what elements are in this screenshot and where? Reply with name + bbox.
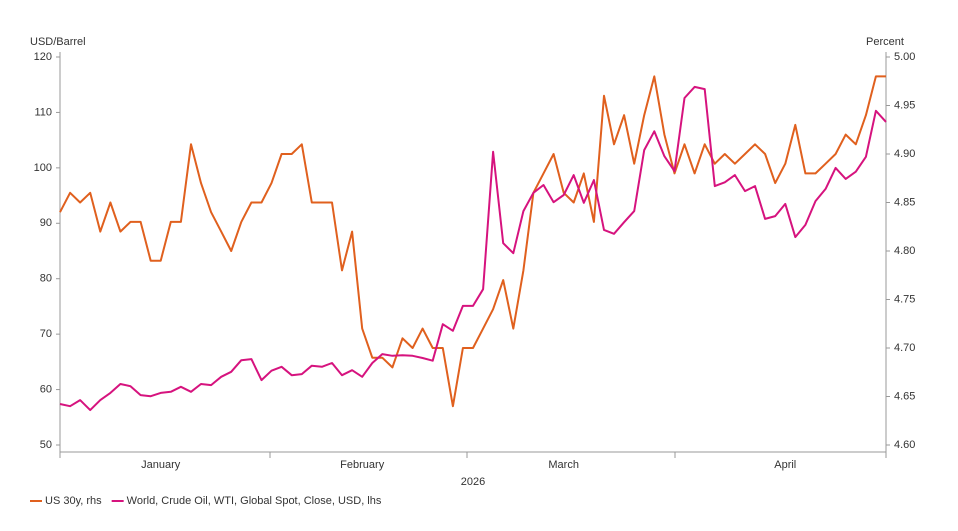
- y2-axis-title: Percent: [866, 36, 904, 48]
- y-tick-label: 60: [40, 383, 52, 395]
- x-tick-label: March: [548, 459, 579, 471]
- y-tick-label: 120: [34, 51, 52, 63]
- y2-tick-label: 4.80: [894, 245, 915, 257]
- y-axis-title: USD/Barrel: [30, 36, 86, 48]
- series-line: [59, 85, 887, 412]
- x-tick-label: January: [141, 459, 181, 471]
- y-tick-label: 110: [34, 106, 52, 118]
- x-axis-title: 2026: [461, 476, 485, 488]
- x-tick-label: February: [340, 459, 385, 471]
- legend-label: World, Crude Oil, WTI, Global Spot, Clos…: [127, 495, 382, 507]
- y-tick-label: 50: [40, 439, 52, 451]
- y2-tick-label: 5.00: [894, 51, 915, 63]
- y-tick-label: 100: [34, 162, 52, 174]
- y2-tick-label: 4.90: [894, 148, 915, 160]
- y-tick-label: 70: [40, 328, 52, 340]
- y-tick-label: 90: [40, 217, 52, 229]
- y2-tick-label: 4.95: [894, 99, 915, 111]
- y-tick-label: 80: [40, 273, 52, 285]
- y2-tick-label: 4.60: [894, 439, 915, 451]
- y2-tick-label: 4.75: [894, 293, 915, 305]
- y2-tick-label: 4.85: [894, 196, 915, 208]
- y2-tick-label: 4.65: [894, 390, 915, 402]
- legend-label: US 30y, rhs: [45, 495, 102, 507]
- series-line: [59, 75, 886, 408]
- x-tick-label: April: [774, 459, 796, 471]
- y2-tick-label: 4.70: [894, 342, 915, 354]
